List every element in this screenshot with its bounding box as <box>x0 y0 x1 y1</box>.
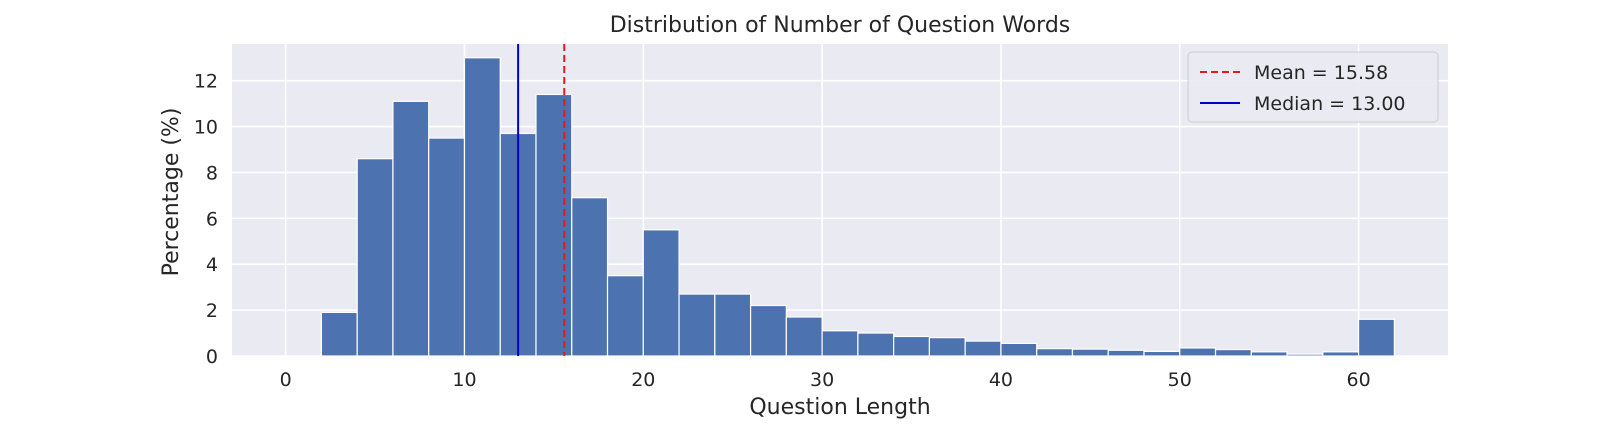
histogram-bar <box>1322 351 1360 357</box>
histogram-bar <box>928 337 966 357</box>
histogram-bar <box>392 100 430 357</box>
x-tick-label: 40 <box>989 369 1013 391</box>
legend-box <box>1187 51 1439 123</box>
histogram-bar <box>535 93 573 357</box>
histogram-bar <box>749 304 787 357</box>
x-tick-label: 30 <box>810 369 834 391</box>
histogram-bar <box>1143 350 1181 357</box>
histogram-bar <box>1214 348 1252 357</box>
x-tick-label: 10 <box>452 369 476 391</box>
histogram-bar <box>642 229 680 357</box>
x-tick-label: 20 <box>631 369 655 391</box>
legend: Mean = 15.58 Median = 13.00 <box>1187 51 1439 123</box>
y-tick-label: 0 <box>206 346 218 368</box>
legend-label: Median = 13.00 <box>1254 93 1406 115</box>
histogram-bar <box>857 332 895 357</box>
histogram-bar <box>1107 349 1145 357</box>
histogram-bar <box>964 340 1002 357</box>
histogram-bar <box>606 275 644 357</box>
histogram-bar <box>1179 347 1217 357</box>
histogram-bar <box>356 158 394 357</box>
x-tick-label: 0 <box>280 369 292 391</box>
x-tick-label: 60 <box>1346 369 1370 391</box>
histogram-bar <box>678 293 716 357</box>
y-axis-label: Percentage (%) <box>159 108 184 277</box>
histogram-bar <box>1286 353 1324 357</box>
x-tick-label: 50 <box>1168 369 1192 391</box>
histogram-bar <box>463 57 501 357</box>
legend-label: Mean = 15.58 <box>1254 62 1388 84</box>
histogram-bar <box>1000 342 1038 357</box>
histogram-bar <box>893 335 931 357</box>
histogram-bar <box>714 293 752 357</box>
y-tick-label: 12 <box>194 71 218 93</box>
histogram-bar <box>1071 348 1109 357</box>
y-tick-label: 4 <box>206 254 218 276</box>
y-tick-label: 10 <box>194 117 218 139</box>
x-axis-label: Question Length <box>749 395 930 420</box>
y-tick-label: 6 <box>206 208 218 230</box>
y-tick-label: 8 <box>206 162 218 184</box>
histogram-bar <box>821 330 859 357</box>
histogram-bar <box>320 311 358 357</box>
histogram-bar <box>571 197 609 357</box>
chart-title: Distribution of Number of Question Words <box>610 13 1071 38</box>
histogram-bar <box>1250 351 1288 357</box>
histogram-bar <box>785 316 823 357</box>
histogram-bar <box>428 137 466 357</box>
y-tick-label: 2 <box>206 300 218 322</box>
histogram-bar <box>1036 348 1074 357</box>
histogram-bar <box>1357 318 1395 357</box>
